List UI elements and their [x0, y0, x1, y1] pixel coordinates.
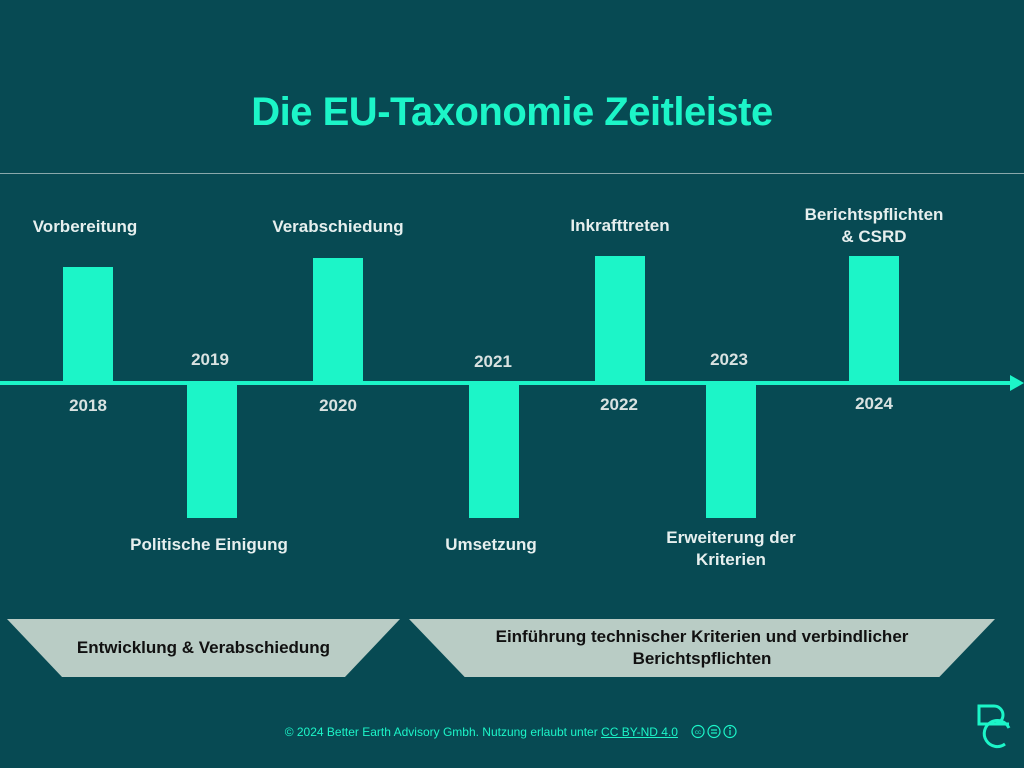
bar-2021: [469, 382, 519, 518]
cc-icon: [691, 724, 705, 739]
year-2021: 2021: [474, 352, 512, 371]
bar-2023: [706, 382, 756, 518]
title-divider: [0, 173, 1024, 174]
label-vorbereitung: Vorbereitung: [32, 217, 138, 236]
bar-2024: [849, 256, 899, 382]
label-berichtspflichten-csrd: Berichtspflichten & CSRD: [804, 205, 944, 246]
phase-label: Einführung technischer Kriterien und ver…: [495, 627, 909, 668]
year-2020: 2020: [319, 396, 357, 415]
year-2018: 2018: [69, 396, 107, 415]
year-2022: 2022: [600, 395, 638, 414]
page-title: Die EU-Taxonomie Zeitleiste: [251, 90, 773, 134]
year-2019: 2019: [191, 350, 229, 369]
timeline-arrow-icon: [1010, 375, 1024, 391]
label-inkrafttreten: Inkrafttreten: [570, 216, 670, 235]
year-2024: 2024: [855, 394, 893, 413]
phase-label: Entwicklung & Verabschiedung: [76, 638, 331, 657]
svg-text:cc: cc: [695, 730, 701, 736]
better-earth-logo: [975, 702, 1013, 755]
bar-2018: [63, 267, 113, 382]
cc-nd-icon: [707, 724, 721, 739]
cc-by-icon: [723, 724, 737, 739]
footer: © 2024 Better Earth Advisory Gmbh. Nutzu…: [0, 724, 1024, 742]
label-erweiterung-der-kriterien: Erweiterung der Kriterien: [666, 528, 796, 569]
year-2023: 2023: [710, 350, 748, 369]
bar-2019: [187, 382, 237, 518]
bar-2022: [595, 256, 645, 382]
phase-banner-entwicklung: Entwicklung & Verabschiedung: [7, 619, 400, 677]
label-verabschiedung: Verabschiedung: [272, 217, 404, 236]
cc-license-icons: cc: [691, 724, 739, 742]
license-link[interactable]: CC BY-ND 4.0: [601, 725, 678, 740]
phase-banner-einfuehrung: Einführung technischer Kriterien und ver…: [409, 619, 995, 677]
label-politische-einigung: Politische Einigung: [130, 535, 288, 554]
label-umsetzung: Umsetzung: [445, 535, 537, 554]
copyright-text: © 2024 Better Earth Advisory Gmbh. Nutzu…: [284, 725, 602, 740]
bar-2020: [313, 258, 363, 382]
